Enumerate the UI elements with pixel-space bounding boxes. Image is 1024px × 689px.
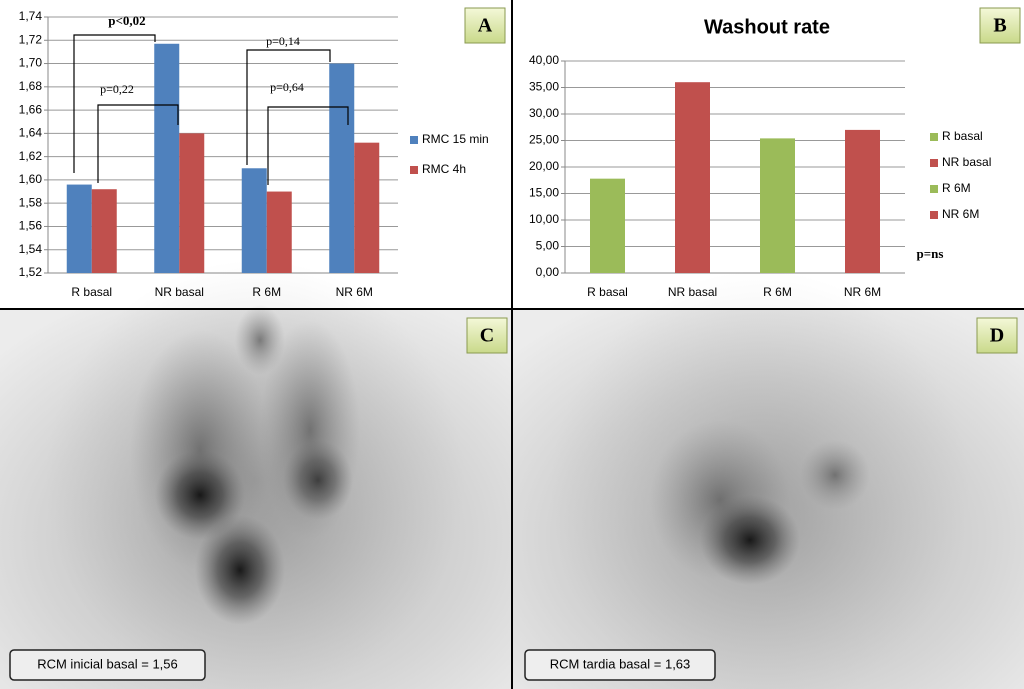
bar (354, 142, 380, 273)
legend-label: NR basal (942, 155, 991, 169)
panel-letter: B (993, 15, 1006, 37)
x-tick-label: NR 6M (844, 285, 881, 299)
caption-box (524, 649, 716, 681)
significance-bracket (246, 49, 331, 165)
y-tick-label: 1,72 (19, 32, 43, 46)
annotation: p=ns (917, 246, 944, 261)
legend-label: NR 6M (942, 207, 979, 221)
y-tick-label: 1,66 (19, 102, 43, 116)
y-tick-label: 40,00 (529, 53, 559, 67)
bar (845, 129, 880, 273)
y-tick-label: 1,58 (19, 195, 43, 209)
y-tick-label: 1,62 (19, 149, 43, 163)
legend-swatch (930, 133, 938, 141)
x-tick-label: NR 6M (336, 285, 373, 299)
scintigraphy-c (0, 260, 511, 689)
y-tick-label: 1,68 (19, 79, 43, 93)
y-tick-label: 1,64 (19, 126, 43, 140)
y-tick-label: 1,52 (19, 265, 43, 279)
y-tick-label: 10,00 (529, 212, 559, 226)
y-tick-label: 0,00 (536, 265, 560, 279)
annotation: p=0,22 (100, 82, 134, 96)
panel-letter: D (990, 325, 1004, 347)
bar (329, 63, 355, 273)
legend-swatch (930, 211, 938, 219)
x-tick-label: R 6M (763, 285, 792, 299)
annotation: p=0,64 (270, 80, 304, 94)
legend-swatch (930, 185, 938, 193)
bar (266, 191, 292, 273)
bar (241, 168, 267, 273)
y-tick-label: 1,56 (19, 219, 43, 233)
y-tick-label: 5,00 (536, 239, 560, 253)
panel-letter-box (979, 7, 1021, 44)
y-tick-label: 35,00 (529, 80, 559, 94)
annotation: p=0,14 (266, 34, 300, 48)
bar (590, 178, 625, 273)
panel-letter-box (976, 317, 1018, 354)
panel-letter-box (464, 7, 506, 44)
y-tick-label: 15,00 (529, 186, 559, 200)
image-caption: RCM tardia basal = 1,63 (550, 656, 691, 671)
legend-swatch (410, 136, 418, 144)
y-tick-label: 20,00 (529, 159, 559, 173)
legend-label: R 6M (942, 181, 971, 195)
legend-label: RMC 15 min (422, 132, 489, 146)
significance-bracket (73, 34, 156, 173)
significance-bracket (267, 106, 349, 185)
x-tick-label: R 6M (252, 285, 281, 299)
y-tick-label: 1,60 (19, 172, 43, 186)
x-tick-label: NR basal (155, 285, 204, 299)
caption-box (9, 649, 206, 681)
panel-letter: A (478, 15, 493, 37)
y-tick-label: 1,74 (19, 9, 43, 23)
x-tick-label: R basal (71, 285, 112, 299)
legend-label: RMC 4h (422, 162, 466, 176)
y-tick-label: 30,00 (529, 106, 559, 120)
bar (760, 138, 795, 273)
bar (154, 43, 180, 273)
y-tick-label: 1,54 (19, 242, 43, 256)
panel-letter-box (466, 317, 508, 354)
legend-label: R basal (942, 129, 983, 143)
scintigraphy-d (513, 270, 1024, 689)
x-tick-label: NR basal (668, 285, 717, 299)
image-caption: RCM inicial basal = 1,56 (37, 656, 178, 671)
x-tick-label: R basal (587, 285, 628, 299)
y-tick-label: 1,70 (19, 56, 43, 70)
annotation: p<0,02 (108, 13, 145, 28)
significance-bracket (97, 104, 179, 183)
bar (675, 82, 710, 273)
legend-swatch (930, 159, 938, 167)
chart-title: Washout rate (704, 16, 830, 38)
panel-letter: C (480, 325, 494, 347)
bar (66, 184, 92, 273)
bar (91, 189, 117, 273)
bar (179, 133, 205, 273)
y-tick-label: 25,00 (529, 133, 559, 147)
legend-swatch (410, 166, 418, 174)
